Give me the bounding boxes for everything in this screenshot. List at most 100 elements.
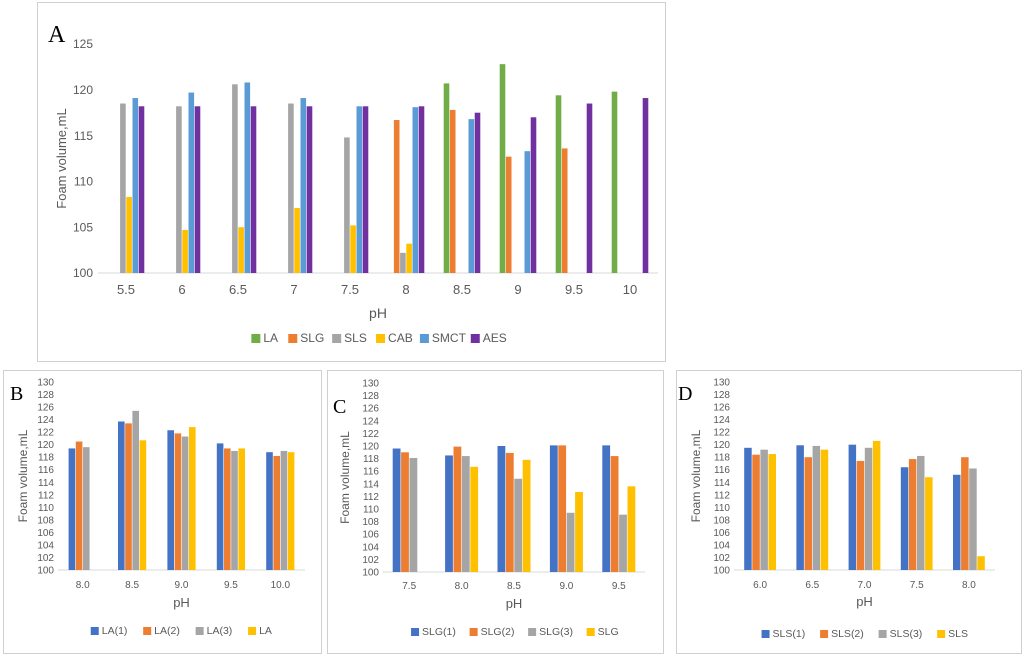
chart-c-bar <box>619 514 627 572</box>
chart-c-y-tick: 110 <box>363 505 379 516</box>
chart-d-x-tick: 6.5 <box>805 580 819 591</box>
chart-c-bar <box>558 445 567 572</box>
chart-a-legend-swatch <box>288 334 298 343</box>
chart-b-bar <box>68 448 76 570</box>
chart-a-y-tick: 100 <box>73 266 93 280</box>
chart-b-bar <box>174 433 182 570</box>
chart-a-bar <box>294 207 300 273</box>
chart-b-y-tick: 118 <box>38 453 54 464</box>
chart-a-x-tick: 6.5 <box>229 282 247 297</box>
chart-c-bar <box>575 491 583 572</box>
chart-a-x-tick: 5.5 <box>117 282 135 297</box>
chart-c-bar <box>445 455 453 572</box>
chart-a-bar <box>406 243 412 273</box>
chart-c-bar <box>549 445 558 572</box>
chart-b-legend-swatch <box>143 627 152 635</box>
chart-b-bar <box>125 423 132 570</box>
chart-c-legend-label: SLG(2) <box>481 626 515 638</box>
chart-d-y-tick: 106 <box>713 528 730 539</box>
chart-a-bar <box>611 91 618 273</box>
chart-a-legend-swatch <box>251 334 261 343</box>
chart-d-bar <box>856 460 865 570</box>
chart-b-y-label: Foam volume,mL <box>16 429 30 522</box>
chart-b-x-tick: 9.0 <box>175 580 189 591</box>
chart-b-y-tick: 130 <box>37 378 54 389</box>
chart-a-bar <box>524 151 531 273</box>
chart-a-bar <box>505 156 512 273</box>
chart-c-y-tick: 124 <box>362 416 379 427</box>
chart-c-bar <box>497 446 506 572</box>
chart-c-y-tick: 118 <box>363 454 379 465</box>
chart-a-bar <box>138 106 145 273</box>
chart-a-bar <box>642 98 649 273</box>
chart-a-bar <box>561 148 568 273</box>
chart-b-legend-swatch <box>248 627 257 635</box>
chart-b-bar <box>231 450 238 570</box>
chart-d-bar <box>872 440 881 570</box>
chart-b-bar <box>139 440 147 570</box>
chart-b-bar <box>132 410 139 570</box>
chart-d-y-tick: 122 <box>713 428 730 439</box>
chart-b-bar <box>287 452 295 570</box>
chart-a-bar <box>194 106 201 273</box>
chart-b-legend-label: LA(1) <box>102 625 128 637</box>
chart-d-bar <box>864 447 873 570</box>
chart-b-legend-label: LA(2) <box>154 625 180 637</box>
chart-b-bar <box>118 421 125 570</box>
chart-c-y-tick: 100 <box>362 568 379 579</box>
chart-a-legend-swatch <box>332 334 342 343</box>
chart-d-y-tick: 116 <box>714 465 730 476</box>
chart-d-x-tick: 6.0 <box>753 580 767 591</box>
chart-d-y-tick: 126 <box>713 403 730 414</box>
chart-d-y-tick: 120 <box>713 440 730 451</box>
chart-d-y-tick: 118 <box>714 453 730 464</box>
chart-c-x-tick: 8.0 <box>455 581 469 592</box>
chart-a-bar <box>126 196 132 273</box>
chart-a-bar <box>499 64 506 274</box>
panel-letter-a: A <box>48 22 66 48</box>
chart-a-legend-label: SLG <box>300 331 324 345</box>
chart-b-bar <box>181 436 189 570</box>
chart-c-y-tick: 114 <box>363 479 379 490</box>
chart-c-y-tick: 108 <box>362 517 379 528</box>
chart-a-legend-label: SLS <box>344 331 367 345</box>
chart-d-legend-label: SLS(1) <box>773 628 806 640</box>
chart-c-y-label: Foam volume,mL <box>338 431 352 524</box>
chart-c-bar <box>470 466 479 572</box>
chart-a-bar <box>306 106 313 273</box>
chart-a-bar <box>238 227 244 273</box>
chart-a-bar <box>188 92 195 273</box>
chart-d-legend-swatch <box>820 630 829 638</box>
chart-d-bar <box>768 454 776 570</box>
chart-c-legend-swatch <box>469 628 478 636</box>
chart-b-bar <box>273 455 280 570</box>
chart-b-y-tick: 128 <box>37 390 54 401</box>
chart-d-legend-swatch <box>937 630 946 638</box>
chart-b-legend-swatch <box>90 627 99 635</box>
chart-b-bar <box>83 447 90 570</box>
chart-a-bar <box>393 120 400 273</box>
chart-d-bar <box>908 459 917 570</box>
chart-d-bar <box>925 477 933 570</box>
chart-a-bar <box>443 83 450 273</box>
chart-a-legend-swatch <box>376 334 386 343</box>
chart-a-x-label: pH <box>369 305 387 321</box>
chart-a-bar <box>418 106 425 273</box>
chart-c-x-label: pH <box>506 596 523 611</box>
chart-d-legend-swatch <box>761 630 770 638</box>
chart-a-bar <box>555 95 562 273</box>
chart-b-x-tick: 9.5 <box>224 580 238 591</box>
chart-c-bar <box>505 452 514 572</box>
chart-c-y-tick: 122 <box>362 429 379 440</box>
chart-d-y-tick: 102 <box>713 553 730 564</box>
chart-d-bar <box>796 445 804 570</box>
chart-d-x-tick: 8.0 <box>962 580 976 591</box>
chart-b-x-label: pH <box>173 595 190 610</box>
chart-d-bar <box>961 457 969 570</box>
chart-a-bar <box>176 106 182 273</box>
chart-c-x-tick: 9.0 <box>559 581 573 592</box>
chart-b-y-tick: 120 <box>37 440 54 451</box>
chart-b-x-tick: 8.5 <box>125 580 139 591</box>
chart-b-bar <box>280 450 288 570</box>
chart-b-y-tick: 126 <box>37 403 54 414</box>
